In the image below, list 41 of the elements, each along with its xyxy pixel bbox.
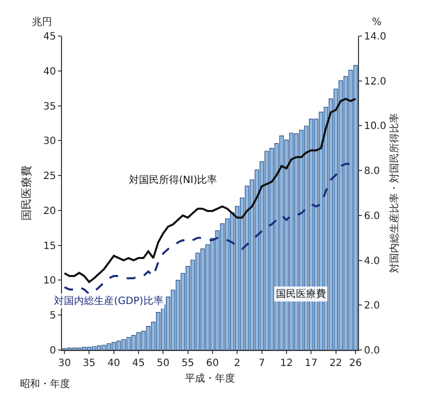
y-tick-label: 10: [43, 276, 56, 287]
x-tick-label: 60: [206, 358, 219, 369]
x-tick-label: 26: [349, 358, 362, 369]
x-tick-label: 2: [234, 358, 240, 369]
y-tick-label: 20: [43, 206, 56, 217]
series-label: 対国内総生産(GDP)比率: [54, 295, 164, 307]
x-tick-label: 50: [156, 358, 170, 369]
y2-tick-label: 4.0: [364, 256, 380, 267]
line-series: [63, 98, 357, 284]
text: 昭和・年度: [20, 378, 70, 390]
y-tick-label: 25: [43, 171, 56, 182]
x-tick-label: 17: [304, 358, 318, 369]
x-tick-label: 55: [181, 358, 194, 369]
y2-tick-label: 12.0: [364, 76, 386, 88]
text: 兆円: [32, 16, 52, 28]
y2-tick-label: 10.0: [364, 121, 386, 132]
y2-axis-title: 対国内総生産比率・対国民所得比率: [388, 113, 400, 273]
x-tick-label: 12: [280, 358, 293, 369]
y2-tick-label: 6.0: [364, 210, 380, 222]
x-tick-label: 35: [82, 358, 96, 369]
text: 対国民所得(NI)比率: [129, 174, 218, 186]
y2-tick-label: 8.0: [364, 166, 380, 178]
x-tick-label: 45: [132, 358, 145, 369]
y-tick-label: 35: [43, 101, 56, 112]
x-tick-label: 30: [58, 358, 71, 369]
y2-tick-label: 14.0: [364, 32, 386, 42]
text: %: [372, 17, 382, 28]
y2-tick-label: 0.0: [364, 346, 380, 356]
y-axis-title: 国民医療費: [20, 166, 33, 220]
y-tick-label: 5: [50, 310, 56, 322]
x-tick-label: 22: [329, 358, 342, 369]
x-tick-label: 40: [107, 358, 120, 369]
series-label: 国民医療費: [276, 288, 326, 300]
x-axis-title: 平成・年度: [185, 372, 235, 384]
y-tick-label: 30: [43, 136, 56, 148]
y2-tick-label: 2.0: [364, 300, 380, 312]
y-tick-label: 15: [43, 240, 56, 252]
x-tick-label: 7: [258, 358, 265, 369]
y-tick-label: 45: [43, 32, 56, 42]
y-tick-label: 0: [50, 346, 56, 356]
y-tick-label: 40: [43, 66, 56, 78]
